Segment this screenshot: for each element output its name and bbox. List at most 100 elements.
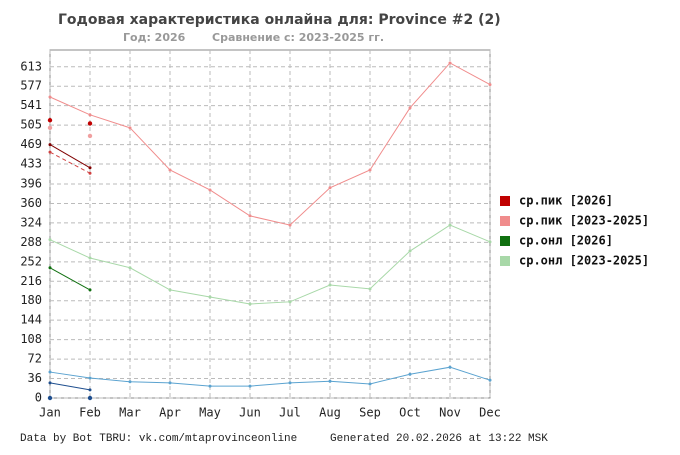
line [49, 151, 91, 174]
point [88, 166, 92, 170]
line [49, 224, 491, 305]
point [248, 302, 252, 306]
point [288, 223, 292, 227]
y-tick-label: 0 [35, 391, 42, 405]
y-tick-label: 613 [20, 59, 42, 73]
point [88, 113, 92, 117]
y-tick-label: 577 [20, 79, 42, 93]
y-tick-label: 108 [20, 332, 42, 346]
point [88, 256, 92, 260]
x-tick-label: Mar [119, 406, 141, 420]
y-tick-label: 324 [20, 215, 42, 229]
point [328, 186, 332, 190]
point [88, 288, 92, 292]
y-tick-label: 36 [28, 371, 42, 385]
point [88, 388, 92, 392]
line [49, 366, 491, 387]
y-tick-label: 252 [20, 254, 42, 268]
point [208, 295, 212, 299]
point [208, 384, 212, 388]
line [49, 267, 91, 291]
footer: Data by Bot TBRU: vk.com/mtaprovinceonli… [20, 433, 297, 445]
x-tick-label: Oct [399, 406, 421, 420]
point [168, 168, 172, 172]
point [448, 223, 452, 227]
y-tick-label: 216 [20, 274, 42, 288]
point [328, 379, 332, 383]
chart-title: Годовая характеристика онлайна для: Prov… [58, 12, 501, 28]
y-tick-label: 180 [20, 293, 42, 307]
x-tick-label: May [199, 406, 221, 420]
point [87, 395, 93, 401]
x-tick-label: Apr [159, 406, 181, 420]
point [128, 266, 132, 270]
point [288, 300, 292, 304]
point [48, 381, 52, 385]
point [168, 288, 172, 292]
point [368, 168, 372, 172]
y-tick-label: 360 [20, 196, 42, 210]
point [48, 266, 52, 270]
x-tick-label: Sep [359, 406, 381, 420]
point [448, 61, 452, 65]
x-tick-label: Jan [39, 406, 61, 420]
point [48, 370, 52, 374]
footer: Generated 20.02.2026 at 13:22 MSK [330, 433, 548, 445]
point [408, 249, 412, 253]
point [88, 376, 92, 380]
subtitle: Год: 2026 [123, 31, 186, 44]
x-tick-label: Aug [319, 406, 341, 420]
point [368, 287, 372, 291]
legend-label: ср.онл [2023-2025] [519, 254, 649, 268]
point [87, 121, 93, 126]
point [408, 106, 412, 110]
point [47, 395, 53, 401]
y-tick-label: 396 [20, 177, 42, 191]
legend-label: ср.пик [2026] [519, 194, 613, 208]
y-tick-label: 72 [28, 352, 42, 366]
y-tick-label: 469 [20, 137, 42, 151]
point [47, 125, 53, 131]
point [48, 150, 52, 154]
point [88, 171, 92, 175]
point [48, 143, 52, 147]
x-tick-label: Feb [79, 406, 101, 420]
subtitle: Сравнение с: 2023-2025 гг. [212, 31, 384, 44]
point [208, 188, 212, 192]
point [48, 238, 52, 242]
point [168, 381, 172, 385]
legend-swatch [500, 236, 510, 246]
point [488, 83, 492, 87]
x-tick-label: Dec [479, 406, 501, 420]
point [87, 133, 93, 139]
line [49, 382, 91, 391]
point [488, 378, 492, 382]
point [128, 126, 132, 130]
point [248, 384, 252, 388]
point [368, 382, 372, 386]
plot-area [49, 49, 491, 399]
point [488, 240, 492, 244]
legend-swatch [500, 196, 510, 206]
point [448, 365, 452, 369]
y-tick-label: 505 [20, 118, 42, 132]
y-tick-label: 144 [20, 313, 42, 327]
legend-swatch [500, 216, 510, 226]
y-tick-label: 541 [20, 98, 42, 112]
point [48, 95, 52, 99]
legend-swatch [500, 256, 510, 266]
line [49, 144, 91, 169]
legend-label: ср.пик [2023-2025] [519, 214, 649, 228]
line [49, 62, 491, 226]
x-tick-label: Jun [239, 406, 261, 420]
x-tick-label: Nov [439, 406, 461, 420]
point [328, 283, 332, 287]
x-tick-label: Jul [279, 406, 301, 420]
legend-label: ср.онл [2026] [519, 234, 613, 248]
point [128, 380, 132, 384]
point [47, 118, 53, 123]
point [288, 381, 292, 385]
y-tick-label: 288 [20, 235, 42, 249]
point [408, 372, 412, 376]
